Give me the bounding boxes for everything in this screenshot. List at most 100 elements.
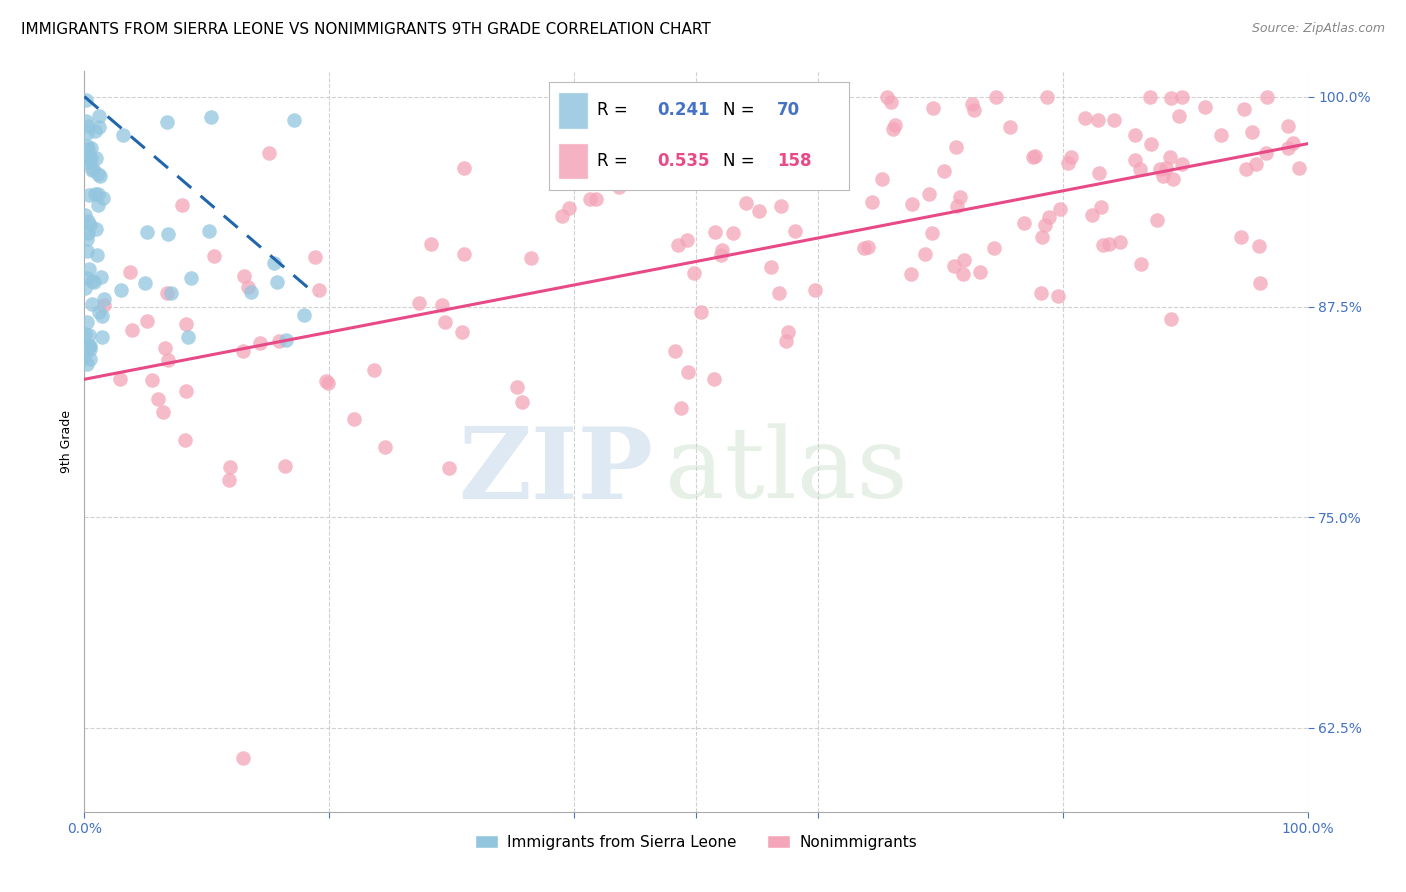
Point — [1277, 141, 1299, 155]
Point — [79, 339, 101, 353]
Point — [121, 323, 143, 337]
Point — [1160, 311, 1182, 326]
Point — [73, 326, 96, 341]
Point — [75, 93, 97, 107]
Point — [860, 195, 883, 210]
Point — [249, 335, 271, 350]
Point — [135, 225, 157, 239]
Point — [84, 151, 107, 165]
Point — [1092, 237, 1115, 252]
Point — [77, 213, 100, 227]
Point — [1056, 156, 1078, 170]
Point — [963, 103, 986, 118]
Point — [238, 280, 260, 294]
Point — [690, 305, 713, 319]
Point — [748, 204, 770, 219]
Point — [932, 163, 955, 178]
Point — [266, 275, 288, 289]
Point — [1170, 157, 1192, 171]
Point — [82, 162, 104, 177]
Point — [274, 334, 297, 348]
Point — [998, 120, 1021, 134]
Point — [419, 237, 441, 252]
Point — [267, 334, 290, 349]
Point — [76, 244, 98, 258]
Point — [921, 227, 943, 241]
Legend: Immigrants from Sierra Leone, Nonimmigrants: Immigrants from Sierra Leone, Nonimmigra… — [468, 829, 924, 856]
Point — [607, 180, 630, 194]
Point — [740, 164, 762, 178]
Point — [80, 297, 103, 311]
Point — [984, 89, 1007, 103]
Point — [761, 260, 783, 274]
Point — [664, 343, 686, 358]
Point — [93, 292, 115, 306]
Point — [91, 191, 114, 205]
Point — [969, 265, 991, 279]
Point — [945, 198, 967, 212]
Point — [1249, 276, 1271, 290]
Point — [617, 165, 640, 179]
Point — [1087, 166, 1109, 180]
Point — [80, 151, 103, 165]
Point — [156, 285, 179, 300]
Point — [80, 141, 103, 155]
Point — [373, 441, 395, 455]
Point — [77, 327, 100, 342]
Point — [202, 249, 225, 263]
Point — [1031, 229, 1053, 244]
Point — [200, 110, 222, 124]
Point — [156, 352, 179, 367]
Point — [118, 264, 141, 278]
Point — [76, 143, 98, 157]
Point — [1102, 112, 1125, 127]
Point — [551, 209, 574, 223]
Point — [86, 248, 108, 262]
Point — [1012, 216, 1035, 230]
Point — [880, 95, 903, 109]
Point — [782, 142, 804, 156]
Point — [1249, 239, 1271, 253]
Point — [232, 751, 254, 765]
Point — [75, 155, 97, 169]
Point — [943, 259, 966, 273]
Point — [83, 124, 105, 138]
Point — [316, 376, 339, 391]
Point — [174, 433, 197, 447]
Point — [1036, 89, 1059, 103]
Point — [858, 240, 880, 254]
Point — [1022, 150, 1045, 164]
Point — [283, 113, 305, 128]
Point — [174, 318, 197, 332]
Point — [75, 338, 97, 352]
Point — [983, 241, 1005, 255]
Point — [1288, 161, 1310, 176]
Point — [273, 458, 295, 473]
Point — [430, 298, 453, 312]
Point — [76, 127, 98, 141]
Point — [1087, 112, 1109, 127]
Point — [177, 330, 200, 344]
Point — [90, 309, 112, 323]
Point — [1240, 125, 1263, 139]
Point — [901, 196, 924, 211]
Text: Source: ZipAtlas.com: Source: ZipAtlas.com — [1251, 22, 1385, 36]
Point — [180, 271, 202, 285]
Point — [921, 101, 943, 115]
Point — [89, 169, 111, 183]
Point — [918, 186, 941, 201]
Point — [77, 188, 100, 202]
Point — [585, 193, 607, 207]
Point — [90, 269, 112, 284]
Point — [1171, 89, 1194, 103]
Point — [343, 412, 366, 426]
Y-axis label: 9th Grade: 9th Grade — [60, 410, 73, 473]
Point — [669, 401, 692, 415]
Point — [363, 363, 385, 377]
Point — [876, 89, 898, 103]
Point — [79, 218, 101, 232]
Point — [315, 374, 337, 388]
Point — [257, 145, 280, 160]
Point — [505, 379, 527, 393]
Point — [1024, 148, 1046, 162]
